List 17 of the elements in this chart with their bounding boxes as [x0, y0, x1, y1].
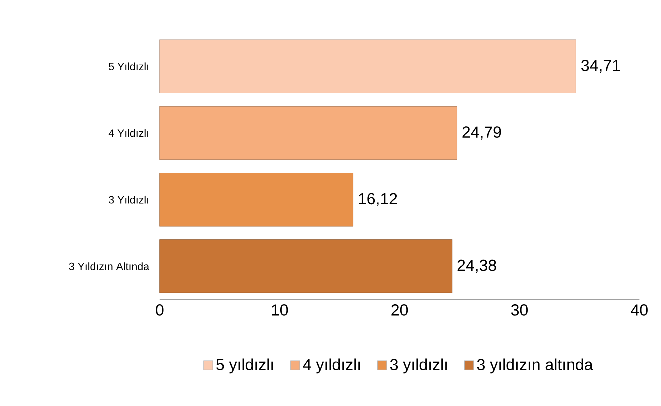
data-label: 16,12 [359, 193, 398, 206]
legend-label: 3 yıldızlı [390, 358, 447, 374]
legend-label: 5 yıldızlı [216, 358, 274, 374]
x-tick-label: 30 [511, 304, 528, 316]
y-tick-label: 5 Yıldızlı [109, 62, 148, 70]
x-tick-label: 40 [631, 304, 648, 316]
legend-label: 4 yıldızlı [303, 358, 360, 374]
legend-label: 3 yıldızın altında [477, 358, 594, 374]
y-tick-label: 4 Yıldızlı [108, 129, 148, 137]
y-tick-label: 3 Yıldızlı [109, 196, 148, 204]
data-label: 34,71 [582, 60, 620, 74]
data-label: 24,79 [462, 126, 502, 140]
data-label: 24,38 [458, 260, 496, 273]
x-tick-label: 0 [156, 304, 164, 316]
y-tick-label: 3 Yıldızın Altında [69, 262, 150, 270]
x-tick-label: 20 [392, 304, 408, 316]
x-tick-label: 10 [272, 304, 288, 316]
